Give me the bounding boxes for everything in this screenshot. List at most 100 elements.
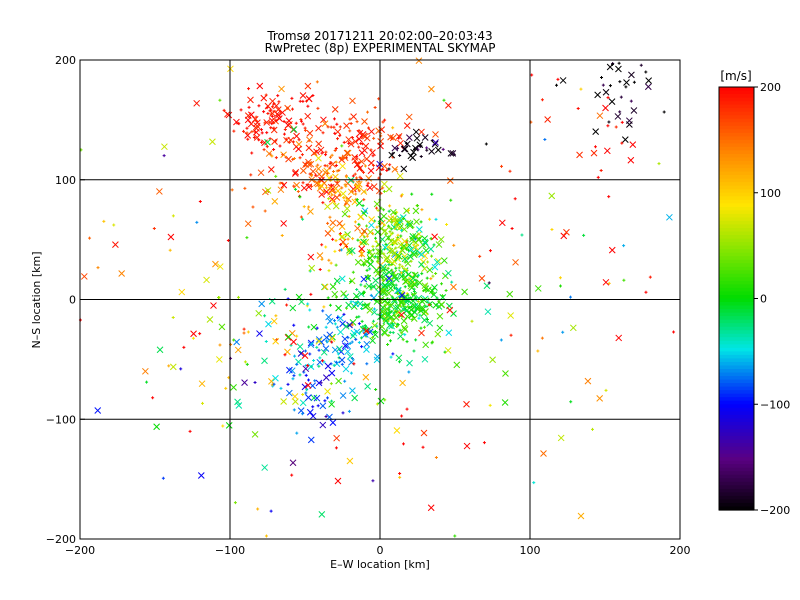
point-plus [407,208,411,212]
point-x [247,96,254,104]
colorbar-segment [719,252,754,257]
point-x [395,354,403,362]
y-tick-label: −100 [46,413,76,426]
colorbar-segment [719,425,754,430]
point-x [337,314,344,322]
colorbar-segment [719,189,754,194]
point-x [258,300,266,308]
point-x [307,436,315,444]
point-x [416,226,423,233]
point-x [445,102,452,109]
point-plus [355,288,359,292]
point-plus [179,367,183,371]
point-x [410,148,417,156]
point-plus [386,343,390,347]
point-x [328,335,336,343]
point-plus [333,249,337,253]
point-plus [200,401,204,405]
point-plus [162,154,166,158]
point-x [343,122,350,130]
colorbar-segment [719,467,754,472]
point-x [297,350,305,357]
point-plus [373,105,377,109]
point-x [315,124,322,132]
point-plus [401,442,405,446]
colorbar-segment [719,499,754,504]
point-plus [324,245,328,249]
point-plus [363,284,367,288]
colorbar-segment [719,309,754,314]
point-x [401,253,409,260]
point-x [325,313,332,321]
point-x [402,278,409,285]
point-x [333,277,341,285]
point-x [279,109,286,116]
point-x [353,184,361,191]
point-plus [510,226,514,230]
point-plus [347,141,351,145]
point-plus [365,268,369,272]
colorbar-segment [719,383,754,388]
point-x [434,330,442,338]
point-x [244,116,252,124]
point-plus [357,222,361,226]
point-plus [300,412,304,416]
colorbar-segment [719,118,754,123]
point-plus [260,131,264,135]
point-x [431,140,439,148]
point-plus [419,154,423,158]
point-plus [278,144,282,148]
point-x [356,164,364,172]
point-plus [372,330,376,334]
colorbar-segment [719,495,754,501]
point-plus [182,345,186,349]
point-plus [315,345,319,349]
point-x [352,300,360,308]
point-plus [292,156,296,160]
point-x [342,365,350,373]
point-plus [387,261,391,265]
point-plus [359,141,363,145]
point-x [431,263,439,271]
point-x [615,65,622,73]
point-plus [374,236,378,240]
point-plus [252,135,256,139]
point-plus [540,336,544,340]
point-x [409,233,417,240]
point-plus [299,117,303,121]
point-plus [425,148,429,152]
point-x [418,261,425,268]
point-plus [376,208,380,212]
point-x [407,246,415,253]
point-plus [482,441,486,445]
colorbar-segment [719,323,754,328]
colorbar-segment [719,488,754,493]
colorbar-tick-label: 100 [760,187,781,200]
colorbar-segment [719,316,754,321]
point-plus [294,121,298,125]
point-plus [333,149,337,153]
point-plus [362,263,366,267]
point-x [590,149,598,157]
point-plus [351,270,355,274]
point-x [225,422,233,429]
point-x [367,159,375,167]
point-x [339,162,346,170]
point-plus [334,164,338,168]
point-x [351,394,359,402]
point-plus [311,405,315,409]
point-plus [434,272,438,276]
point-plus [320,257,324,261]
point-plus [295,431,299,435]
colorbar-segment [719,203,754,208]
colorbar-segment [719,199,754,204]
point-plus [259,128,263,132]
point-x [342,322,350,330]
point-x [291,393,299,400]
point-plus [394,310,398,314]
point-plus [300,153,304,157]
point-x [401,145,409,153]
point-x [289,304,297,312]
point-x [422,341,430,349]
point-x [235,402,243,409]
